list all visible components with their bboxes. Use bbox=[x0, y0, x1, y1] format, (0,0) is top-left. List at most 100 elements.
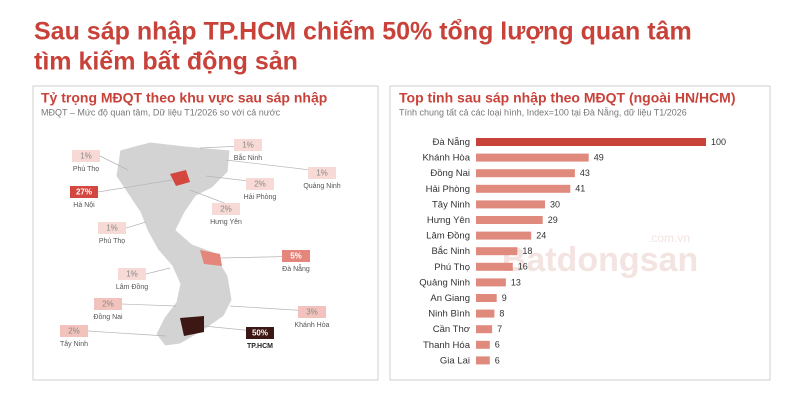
value-label: 1% bbox=[316, 169, 328, 178]
region-name: Hưng Yên bbox=[210, 219, 242, 226]
data-label: 16 bbox=[518, 262, 528, 272]
data-label: 6 bbox=[495, 355, 500, 365]
data-label: 49 bbox=[594, 152, 604, 162]
leader-line bbox=[145, 267, 171, 275]
bar bbox=[476, 184, 571, 193]
value-label: 27% bbox=[76, 188, 92, 197]
value-box bbox=[60, 325, 88, 337]
bar bbox=[476, 309, 495, 318]
category-label: Quảng Ninh bbox=[419, 277, 470, 288]
category-label: Khánh Hòa bbox=[422, 153, 470, 164]
value-box bbox=[298, 306, 326, 318]
value-box bbox=[282, 250, 310, 262]
bar bbox=[476, 247, 518, 256]
value-box bbox=[70, 186, 98, 198]
value-label: 2% bbox=[254, 180, 266, 189]
region-name: Phú Thọ bbox=[73, 166, 99, 173]
map-region bbox=[200, 250, 222, 266]
generated: 1% Phú Thọ 1% Bắc Ninh 1% Quảng Ninh 27% Hà Nội… bbox=[60, 137, 726, 367]
data-label: 41 bbox=[575, 184, 585, 194]
value-label: 2% bbox=[68, 327, 80, 336]
region-name: Khánh Hòa bbox=[294, 322, 329, 329]
value-box bbox=[246, 327, 274, 339]
leader-line bbox=[121, 303, 177, 307]
value-label: 1% bbox=[80, 152, 92, 161]
map-shape bbox=[115, 141, 233, 347]
category-label: Gia Lai bbox=[440, 355, 470, 366]
category-label: Lâm Đồng bbox=[426, 231, 470, 242]
bar bbox=[476, 294, 497, 302]
leader-line bbox=[99, 155, 129, 171]
region-name: Hà Nội bbox=[73, 202, 95, 209]
data-label: 43 bbox=[580, 168, 590, 178]
chart-subtitle: Tính chung tất cả các loại hình, Index=1… bbox=[399, 107, 687, 117]
bar bbox=[476, 138, 706, 146]
watermark-domain: .com.vn bbox=[648, 231, 690, 245]
headline: tìm kiếm bất động sản bbox=[34, 48, 298, 76]
value-box bbox=[94, 298, 122, 310]
region-name: Bắc Ninh bbox=[234, 153, 263, 162]
map-region bbox=[170, 170, 190, 186]
category-label: Bắc Ninh bbox=[431, 246, 470, 257]
data-label: 30 bbox=[550, 199, 560, 209]
data-label: 13 bbox=[511, 277, 521, 287]
bar bbox=[476, 262, 513, 271]
region-name: Phú Thọ bbox=[99, 238, 125, 245]
region-name: Đồng Nai bbox=[93, 312, 123, 321]
value-box bbox=[72, 150, 100, 162]
region-name: Tây Ninh bbox=[60, 341, 88, 348]
category-label: Tây Ninh bbox=[432, 199, 470, 210]
data-label: 8 bbox=[499, 308, 504, 318]
bar bbox=[476, 278, 506, 287]
bar bbox=[476, 216, 543, 224]
category-label: Đồng Nai bbox=[430, 168, 470, 179]
value-label: 50% bbox=[252, 329, 268, 338]
region-name: Lâm Đồng bbox=[116, 282, 148, 291]
data-label: 6 bbox=[495, 340, 500, 350]
value-box bbox=[212, 203, 240, 215]
bar bbox=[476, 325, 493, 334]
value-label: 2% bbox=[102, 300, 114, 309]
chart-title: Top tỉnh sau sáp nhập theo MĐQT (ngoài H… bbox=[399, 90, 736, 106]
category-label: An Giang bbox=[430, 293, 470, 304]
category-label: Phú Thọ bbox=[434, 262, 470, 273]
watermark: Batdongsan bbox=[502, 241, 698, 279]
region-name: Hải Phòng bbox=[244, 194, 277, 201]
region-name: TP.HCM bbox=[247, 343, 273, 350]
chart-panel bbox=[389, 85, 771, 381]
data-label: 7 bbox=[497, 324, 502, 334]
map-title: Tỷ trọng MĐQT theo khu vực sau sáp nhập bbox=[41, 90, 327, 106]
category-label: Hải Phòng bbox=[426, 184, 470, 195]
data-label: 100 bbox=[711, 137, 726, 147]
region-name: Đà Nẵng bbox=[282, 264, 310, 273]
map-panel bbox=[32, 85, 379, 381]
value-label: 5% bbox=[290, 252, 302, 261]
value-box bbox=[118, 268, 146, 280]
category-label: Hưng Yên bbox=[427, 215, 470, 226]
data-label: 29 bbox=[548, 215, 558, 225]
map-region bbox=[180, 316, 204, 336]
region-name: Quảng Ninh bbox=[303, 183, 340, 190]
map bbox=[115, 141, 233, 347]
leader-line bbox=[87, 330, 167, 337]
value-label: 2% bbox=[220, 205, 232, 214]
value-box bbox=[234, 139, 262, 151]
value-label: 1% bbox=[106, 224, 118, 233]
leader-line bbox=[97, 179, 173, 193]
leader-line bbox=[125, 221, 147, 229]
category-label: Đà Nẵng bbox=[433, 137, 471, 148]
value-box bbox=[308, 167, 336, 179]
data-label: 18 bbox=[522, 246, 532, 256]
value-label: 1% bbox=[242, 141, 254, 150]
bar bbox=[476, 200, 545, 209]
category-label: Cần Thơ bbox=[433, 324, 470, 335]
category-label: Ninh Bình bbox=[428, 309, 470, 320]
value-label: 3% bbox=[306, 308, 318, 317]
map-subtitle: MĐQT – Mức độ quan tâm, Dữ liệu T1/2026 … bbox=[41, 107, 281, 117]
value-box bbox=[246, 178, 274, 190]
bar bbox=[476, 169, 575, 178]
headline: Sau sáp nhập TP.HCM chiếm 50% tổng lượng… bbox=[34, 18, 692, 46]
data-label: 9 bbox=[502, 293, 507, 303]
category-label: Thanh Hóa bbox=[423, 340, 471, 351]
value-label: 1% bbox=[126, 270, 138, 279]
